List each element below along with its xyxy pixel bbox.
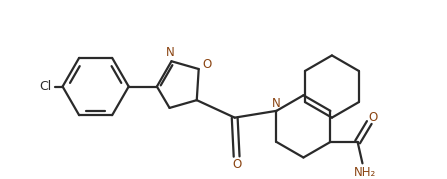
Text: O: O — [368, 111, 378, 124]
Text: Cl: Cl — [39, 80, 51, 93]
Text: N: N — [272, 96, 281, 110]
Text: O: O — [232, 158, 241, 171]
Text: O: O — [203, 58, 212, 71]
Text: N: N — [166, 46, 175, 59]
Text: NH₂: NH₂ — [354, 166, 376, 179]
